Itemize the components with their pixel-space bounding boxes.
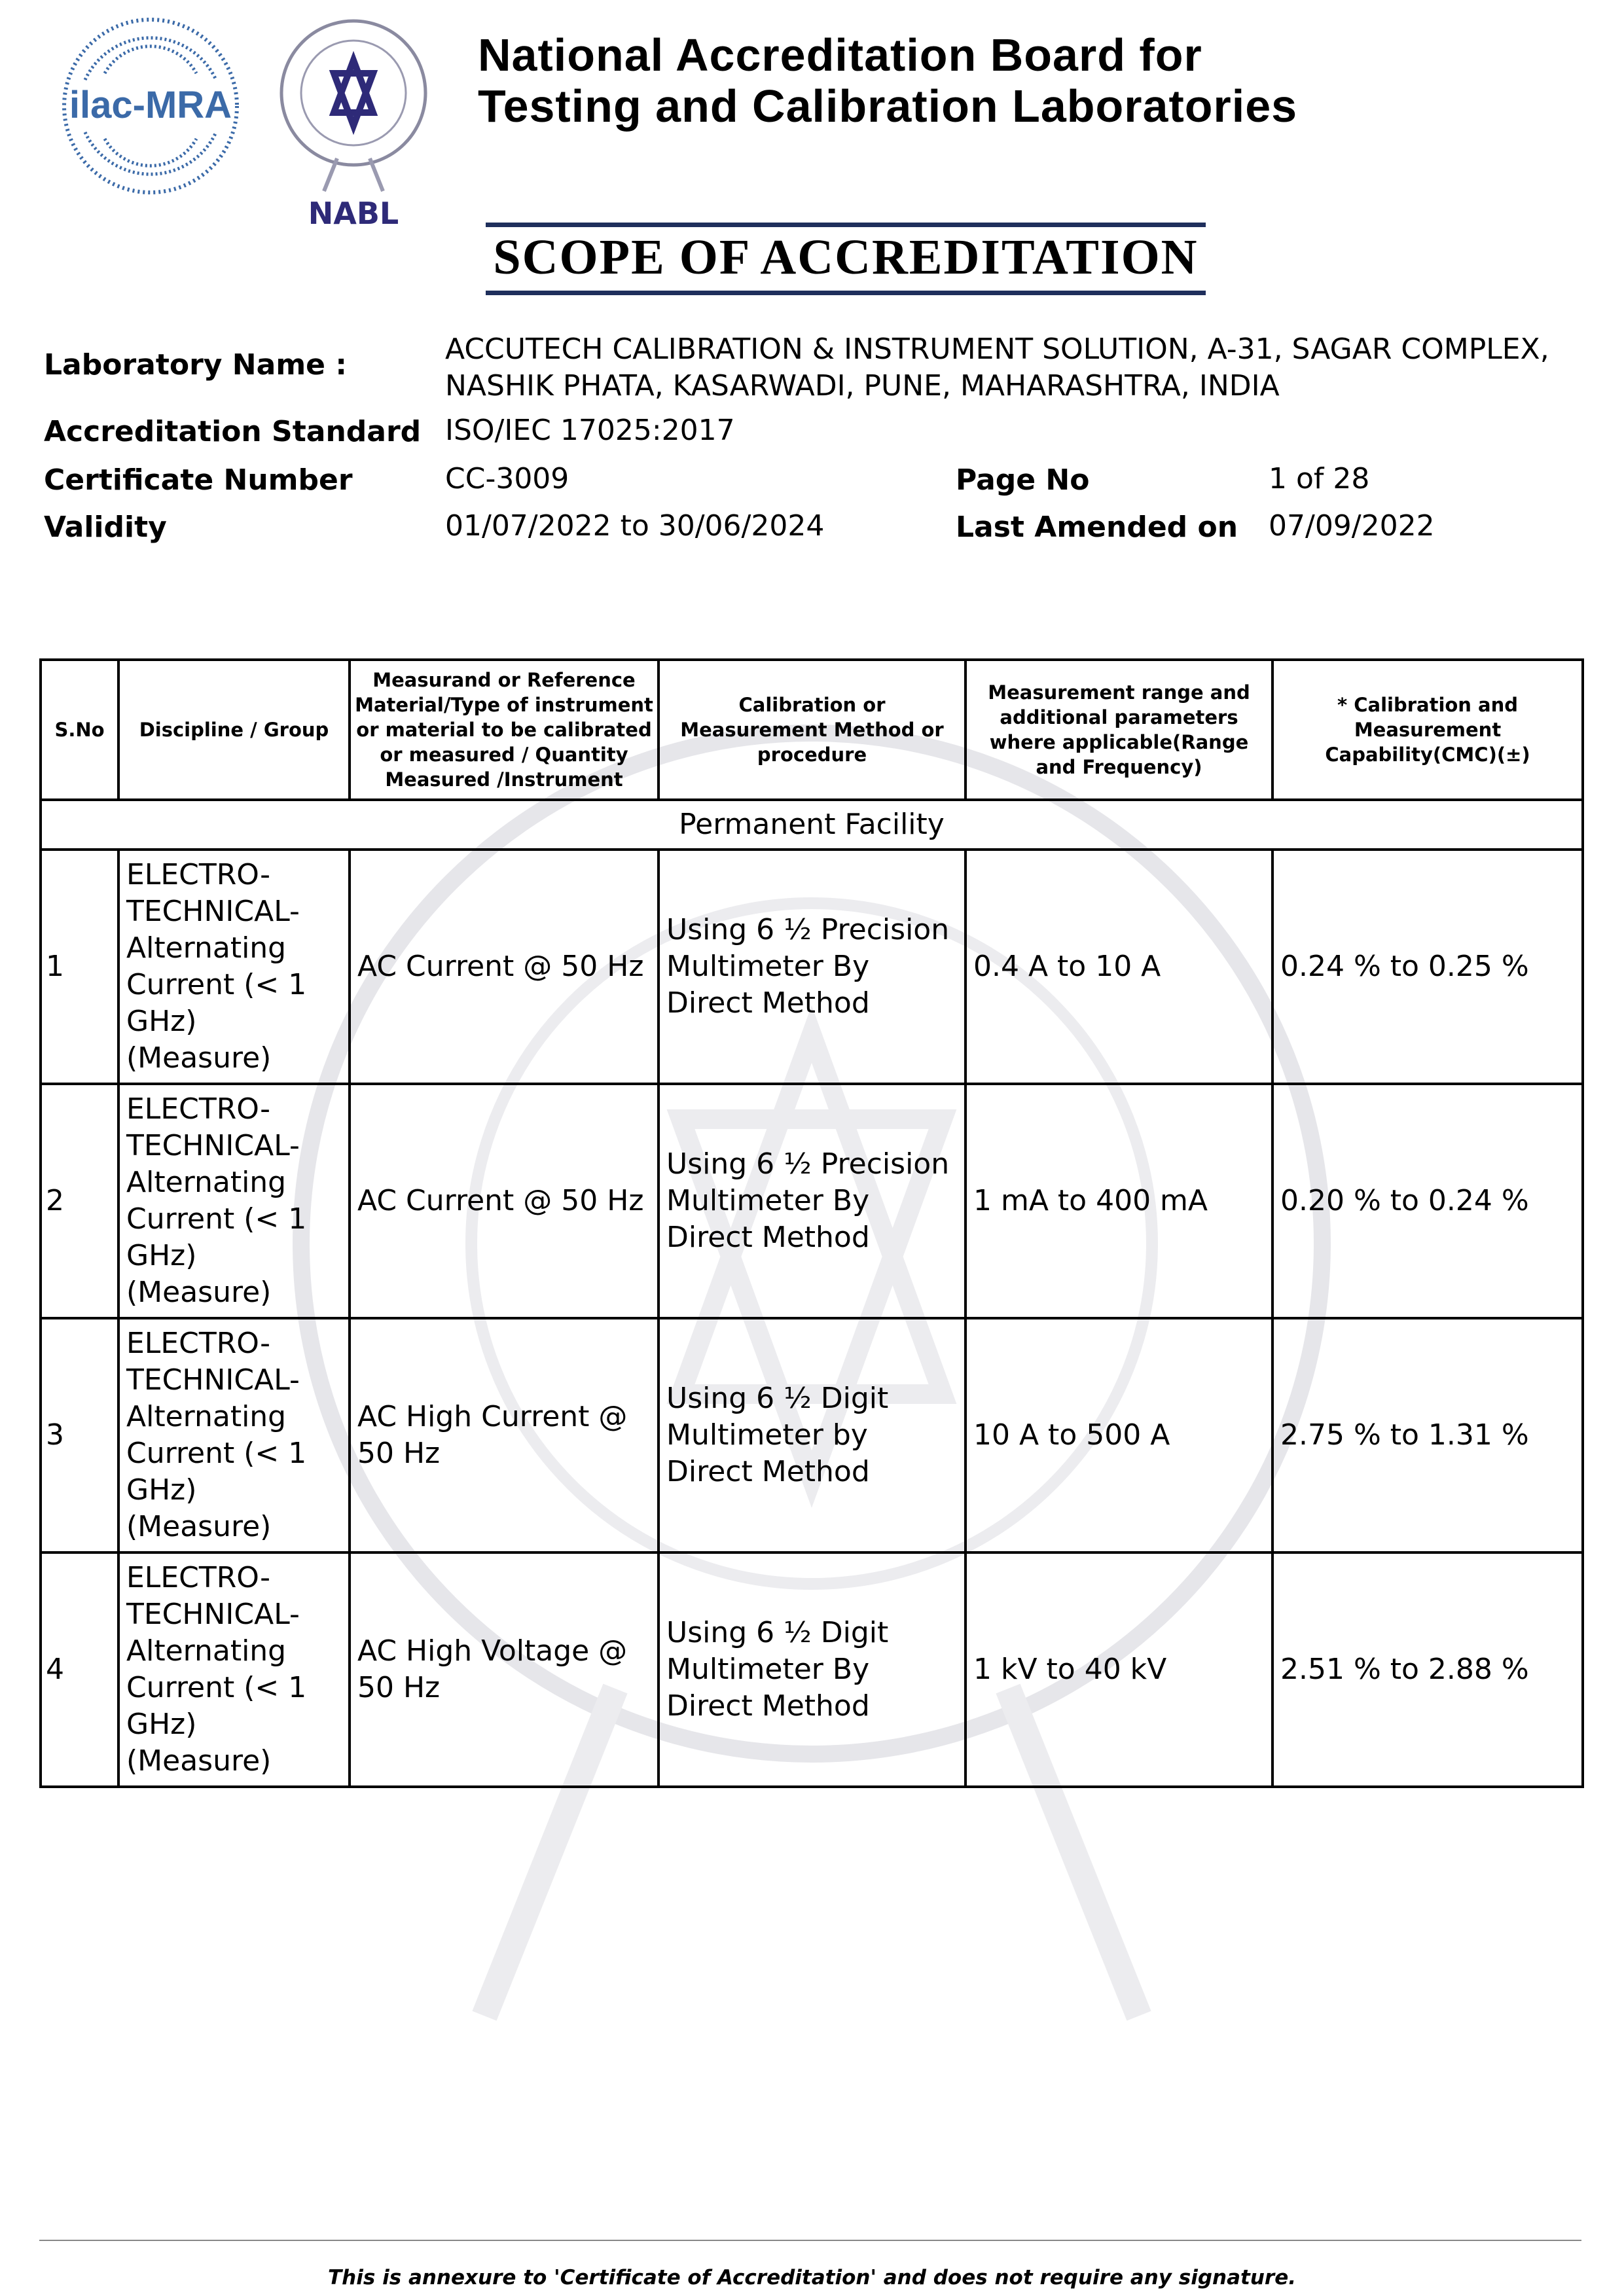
discipline-cell: ELECTRO-TECHNICAL-Alternating Current (<…: [117, 848, 351, 1085]
range-cell: 10 A to 500 A: [964, 1317, 1274, 1554]
measurand-cell: AC Current @ 50 Hz: [348, 1083, 660, 1319]
range-cell: 0.4 A to 10 A: [964, 848, 1274, 1085]
standard-value: ISO/IEC 17025:2017: [445, 414, 735, 447]
standard-label: Accreditation Standard: [44, 415, 422, 448]
lab-name-line-2: NASHIK PHATA, KASARWADI, PUNE, MAHARASHT…: [445, 369, 1280, 403]
discipline-cell: ELECTRO-TECHNICAL-Alternating Current (<…: [117, 1083, 351, 1319]
title-line-2: Testing and Calibration Laboratories: [478, 81, 1298, 132]
lab-name-label: Laboratory Name :: [44, 348, 347, 382]
range-cell: 1 mA to 400 mA: [964, 1083, 1274, 1319]
sno-cell: 2: [39, 1083, 120, 1319]
method-cell: Using 6 ½ Digit Multimeter by Direct Met…: [657, 1317, 967, 1554]
table-row: 1 ELECTRO-TECHNICAL-Alternating Current (…: [39, 848, 1584, 1085]
header-method: Calibration or Measurement Method or pro…: [657, 658, 967, 801]
validity-label: Validity: [44, 511, 167, 544]
method-cell: Using 6 ½ Digit Multimeter By Direct Met…: [657, 1551, 967, 1788]
nabl-logo: NABL: [280, 19, 427, 230]
organization-title: National Accreditation Board for Testing…: [478, 29, 1297, 132]
header-discipline: Discipline / Group: [117, 658, 351, 801]
method-cell: Using 6 ½ Precision Multimeter By Direct…: [657, 1083, 967, 1319]
measurand-cell: AC High Voltage @ 50 Hz: [348, 1551, 660, 1788]
cmc-cell: 0.24 % to 0.25 %: [1271, 848, 1584, 1085]
header-sno: S.No: [39, 658, 120, 801]
amended-label: Last Amended on: [956, 511, 1238, 544]
svg-text:ilac-MRA: ilac-MRA: [69, 84, 232, 126]
lab-name-line-1: ACCUTECH CALIBRATION & INSTRUMENT SOLUTI…: [445, 332, 1549, 366]
lab-name-value: ACCUTECH CALIBRATION & INSTRUMENT SOLUTI…: [445, 331, 1549, 404]
page-label: Page No: [956, 463, 1090, 497]
table-row: 2 ELECTRO-TECHNICAL-Alternating Current (…: [39, 1083, 1584, 1319]
footer-divider: [39, 2240, 1581, 2241]
title-line-1: National Accreditation Board for: [478, 29, 1202, 81]
page-value: 1 of 28: [1269, 462, 1370, 495]
sno-cell: 1: [39, 848, 120, 1085]
header-range: Measurement range and additional paramet…: [964, 658, 1274, 801]
discipline-cell: ELECTRO-TECHNICAL-Alternating Current (<…: [117, 1317, 351, 1554]
discipline-cell: ELECTRO-TECHNICAL-Alternating Current (<…: [117, 1551, 351, 1788]
ilac-mra-logo: ilac-MRA: [62, 18, 239, 194]
header-measurand: Measurand or Reference Material/Type of …: [348, 658, 660, 801]
cmc-cell: 2.51 % to 2.88 %: [1271, 1551, 1584, 1788]
scope-title: SCOPE OF ACCREDITATION: [493, 230, 1199, 285]
top-divider: [486, 223, 1206, 227]
certificate-value: CC-3009: [445, 462, 569, 495]
bottom-divider: [486, 291, 1206, 295]
certificate-label: Certificate Number: [44, 463, 353, 497]
footer-note: This is annexure to 'Certificate of Accr…: [327, 2266, 1296, 2289]
sno-cell: 3: [39, 1317, 120, 1554]
cmc-cell: 0.20 % to 0.24 %: [1271, 1083, 1584, 1319]
range-cell: 1 kV to 40 kV: [964, 1551, 1274, 1788]
header-cmc: * Calibration and Measurement Capability…: [1271, 658, 1584, 801]
scope-table: S.No Discipline / Group Measurand or Ref…: [39, 658, 1584, 1788]
svg-text:NABL: NABL: [308, 196, 399, 230]
table-row: 4 ELECTRO-TECHNICAL-Alternating Current (…: [39, 1551, 1584, 1788]
method-cell: Using 6 ½ Precision Multimeter By Direct…: [657, 848, 967, 1085]
table-header-row: S.No Discipline / Group Measurand or Ref…: [39, 658, 1584, 801]
sno-cell: 4: [39, 1551, 120, 1788]
table-row: 3 ELECTRO-TECHNICAL-Alternating Current (…: [39, 1317, 1584, 1554]
measurand-cell: AC Current @ 50 Hz: [348, 848, 660, 1085]
cmc-cell: 2.75 % to 1.31 %: [1271, 1317, 1584, 1554]
measurand-cell: AC High Current @ 50 Hz: [348, 1317, 660, 1554]
validity-value: 01/07/2022 to 30/06/2024: [445, 509, 825, 543]
section-row: Permanent Facility: [39, 798, 1584, 851]
amended-value: 07/09/2022: [1269, 509, 1435, 543]
section-label: Permanent Facility: [39, 798, 1584, 851]
